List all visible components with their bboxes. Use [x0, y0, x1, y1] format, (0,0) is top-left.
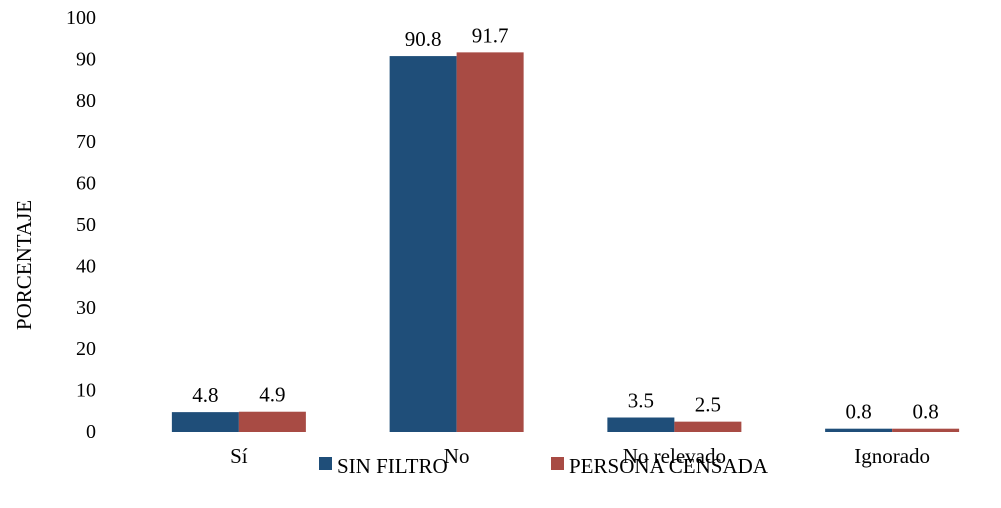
legend: SIN FILTRO PERSONA CENSADA — [319, 454, 769, 478]
x-tick-label: No relevado — [623, 444, 726, 468]
bar-sin-filtro — [607, 417, 675, 432]
y-tick-labels: 0 10 20 30 40 50 60 70 80 90 100 — [66, 7, 96, 443]
x-tick-label: Ignorado — [854, 444, 930, 468]
data-labels: 4.8 4.9 90.8 91.7 3.5 2.5 0.8 0.8 — [192, 23, 939, 423]
y-axis-title: PORCENTAJE — [12, 200, 36, 330]
bars — [171, 52, 960, 432]
data-label: 3.5 — [628, 389, 654, 413]
y-axis: PORCENTAJE 0 10 20 30 40 50 60 70 80 90 100 — [12, 7, 96, 443]
x-tick-label: No — [444, 444, 470, 468]
bar-sin-filtro — [389, 56, 457, 432]
y-tick-label: 60 — [76, 173, 96, 195]
bar-persona-censada — [892, 428, 960, 432]
legend-item: SIN FILTRO — [319, 454, 448, 478]
bar-persona-censada — [456, 52, 524, 432]
bar-persona-censada — [674, 421, 742, 432]
data-label: 0.8 — [846, 400, 872, 424]
bar-sin-filtro — [825, 428, 893, 432]
y-tick-label: 30 — [76, 297, 96, 319]
data-label: 2.5 — [695, 393, 721, 417]
bar-sin-filtro — [171, 412, 239, 432]
bar-persona-censada — [238, 411, 306, 432]
y-tick-label: 10 — [76, 380, 96, 402]
legend-label: SIN FILTRO — [337, 454, 448, 478]
y-tick-label: 20 — [76, 338, 96, 360]
y-tick-label: 80 — [76, 90, 96, 112]
y-tick-label: 70 — [76, 131, 96, 153]
data-label: 4.9 — [259, 383, 285, 407]
x-tick-label: Sí — [230, 444, 248, 468]
legend-label: PERSONA CENSADA — [569, 454, 769, 478]
legend-swatch — [319, 457, 332, 470]
legend-item: PERSONA CENSADA — [551, 454, 769, 478]
y-tick-label: 50 — [76, 214, 96, 236]
y-tick-label: 90 — [76, 48, 96, 70]
legend-swatch — [551, 457, 564, 470]
data-label: 0.8 — [913, 400, 939, 424]
y-tick-label: 40 — [76, 255, 96, 277]
y-tick-label: 100 — [66, 7, 96, 29]
data-label: 4.8 — [192, 383, 218, 407]
x-tick-labels: Sí No No relevado Ignorado — [230, 444, 930, 468]
data-label: 91.7 — [472, 23, 509, 47]
y-tick-label: 0 — [86, 421, 96, 443]
data-label: 90.8 — [405, 27, 442, 51]
